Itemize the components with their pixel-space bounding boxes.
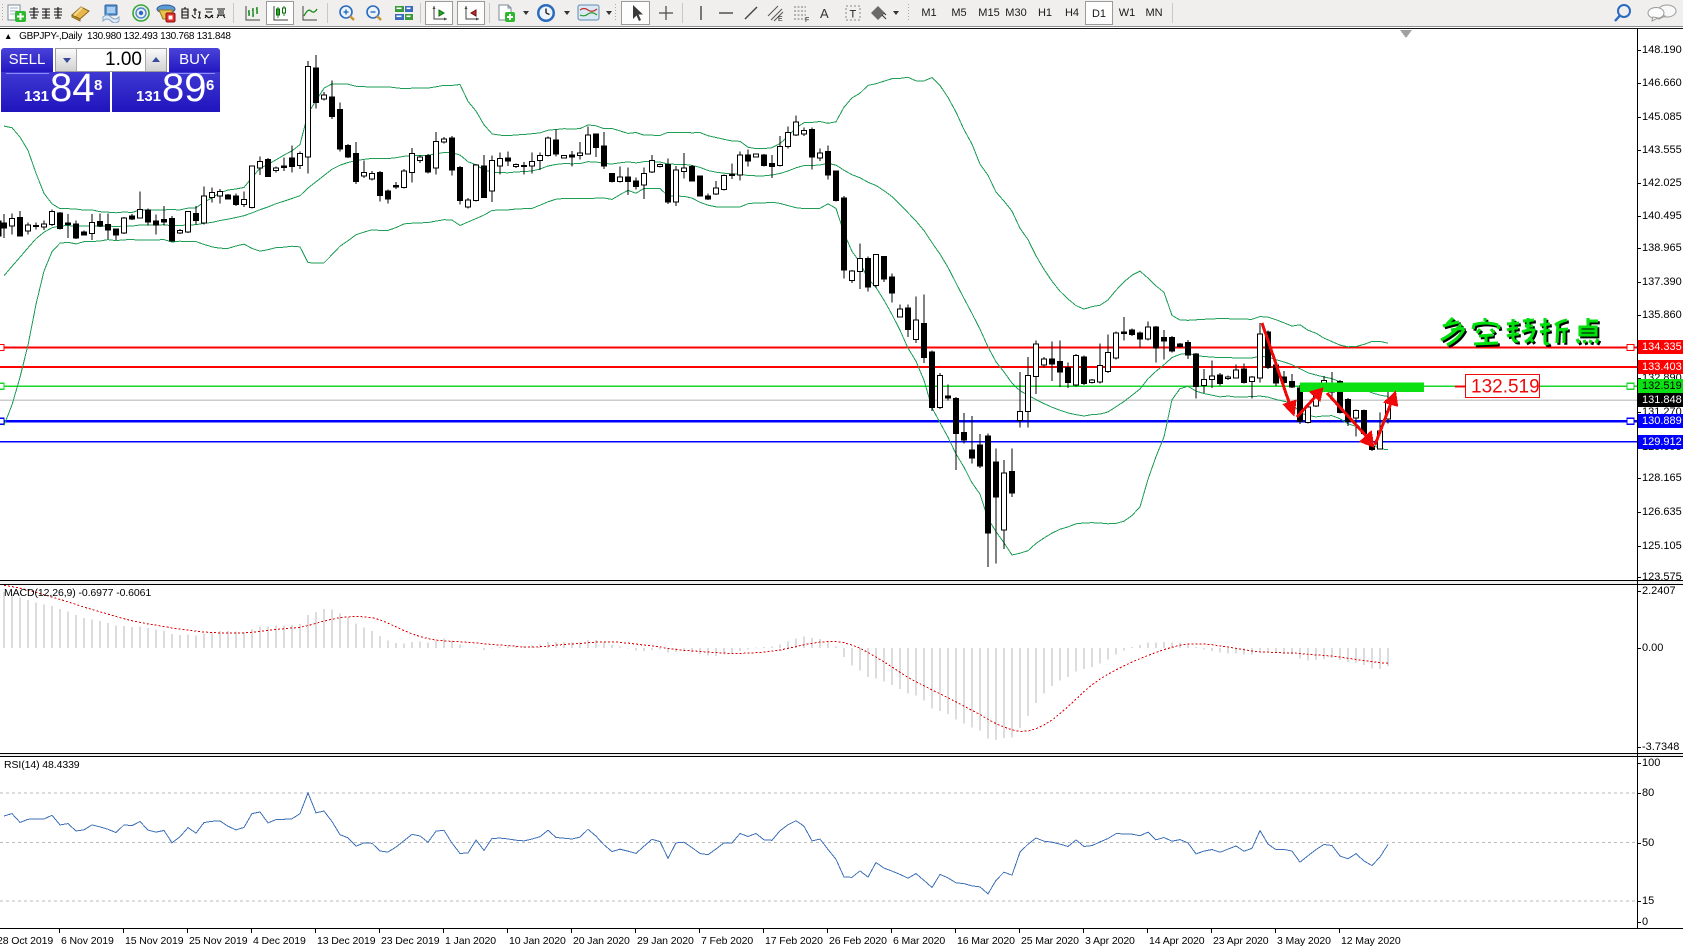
- svg-text:132.519: 132.519: [1471, 377, 1540, 398]
- svg-text:F: F: [805, 17, 809, 23]
- svg-text:E: E: [778, 16, 783, 23]
- svg-text:T: T: [850, 9, 857, 21]
